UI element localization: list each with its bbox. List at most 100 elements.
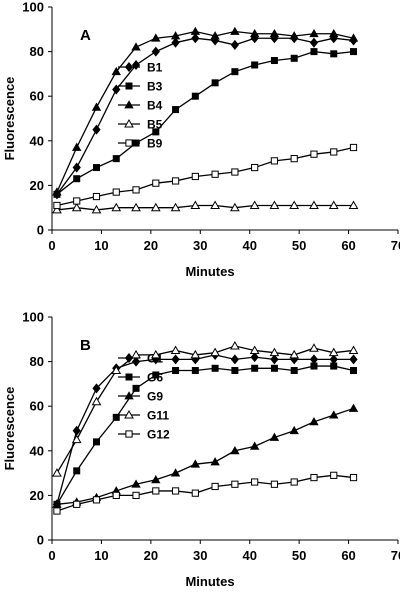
data-point (92, 192, 101, 201)
legend-label: B1 (147, 61, 163, 75)
x-axis-title: Minutes (185, 264, 234, 279)
data-point (152, 371, 160, 379)
legend-marker (124, 409, 134, 419)
x-tick-label: 50 (292, 238, 306, 253)
legend-label: G12 (147, 428, 170, 442)
legend-marker (124, 100, 134, 109)
data-point (52, 187, 62, 196)
data-point (191, 489, 199, 497)
legend-marker (124, 391, 134, 400)
data-point (131, 479, 141, 488)
data-point (290, 155, 298, 163)
x-tick-label: 70 (391, 238, 400, 253)
data-point (309, 417, 319, 426)
data-point (191, 33, 200, 44)
data-point (52, 499, 62, 508)
data-point (269, 200, 280, 209)
data-point (210, 457, 220, 466)
data-point (269, 432, 280, 441)
data-point (152, 179, 160, 187)
data-point (72, 162, 81, 173)
x-tick-label: 30 (193, 548, 207, 563)
data-point (211, 170, 219, 178)
y-tick-label: 20 (30, 488, 44, 503)
chart-panel-b: 0 20 40 60 80 100 0 10 20 30 40 50 60 70 Minutes Fluore… (2, 310, 400, 590)
legend-marker (124, 118, 134, 128)
data-point (112, 188, 120, 196)
data-point (131, 349, 141, 359)
data-point (151, 33, 161, 42)
data-point (73, 175, 81, 183)
data-point (131, 42, 141, 51)
data-point (211, 364, 219, 372)
data-point (52, 468, 62, 477)
legend-marker (124, 352, 134, 364)
y-axis-title: Fluorescence (2, 77, 17, 161)
data-point (52, 204, 62, 214)
data-point (269, 347, 280, 357)
series-b4 (52, 26, 359, 196)
data-point (231, 168, 239, 176)
x-tick-label: 10 (94, 548, 108, 563)
series-line (56, 365, 354, 505)
x-tick-label: 50 (292, 548, 306, 563)
data-point (92, 438, 100, 446)
x-tick-label: 30 (193, 238, 207, 253)
data-point (350, 48, 358, 56)
data-point (251, 364, 259, 372)
data-point (111, 365, 122, 375)
data-point (309, 200, 319, 209)
data-point (290, 367, 298, 375)
data-point (231, 68, 239, 76)
data-point (350, 367, 358, 375)
data-point (328, 200, 339, 209)
y-tick-label: 100 (22, 0, 44, 15)
data-point (310, 473, 318, 482)
data-point (152, 128, 160, 136)
data-point (309, 28, 319, 38)
legend-label: B4 (147, 99, 163, 113)
data-point (211, 482, 219, 491)
y-tick-label: 20 (30, 178, 44, 193)
data-point (330, 148, 338, 156)
data-point (270, 480, 279, 488)
data-point (210, 200, 220, 209)
data-point (73, 500, 81, 508)
legend-entry: B4 (118, 99, 163, 113)
data-point (250, 352, 259, 363)
data-point (53, 507, 61, 515)
legend-label: B5 (147, 118, 163, 132)
data-point (270, 354, 279, 365)
series-line (56, 37, 354, 195)
series-b5 (52, 200, 359, 214)
data-point (249, 28, 260, 38)
data-point (329, 28, 339, 38)
series-b1 (52, 33, 358, 200)
data-point (190, 200, 201, 209)
data-point (132, 384, 140, 392)
data-point (92, 124, 101, 135)
legend-label: G11 (147, 409, 169, 423)
data-point (73, 197, 81, 205)
data-point (349, 473, 358, 482)
data-point (289, 31, 299, 40)
legend-marker (125, 373, 133, 381)
x-tick-label: 20 (144, 238, 158, 253)
data-point (71, 202, 82, 212)
series-line (56, 407, 354, 505)
data-point (330, 362, 338, 370)
data-point (150, 349, 161, 359)
legend-entry: G9 (118, 390, 163, 404)
x-tick-label: 0 (48, 548, 55, 563)
data-point (111, 202, 122, 212)
data-point (171, 487, 180, 495)
data-point (230, 39, 240, 50)
data-point (190, 349, 201, 359)
data-point (92, 383, 101, 394)
data-point (172, 106, 180, 114)
data-point (170, 345, 181, 354)
data-point (71, 434, 82, 444)
x-tick-label: 20 (144, 548, 158, 563)
data-point (91, 102, 102, 111)
